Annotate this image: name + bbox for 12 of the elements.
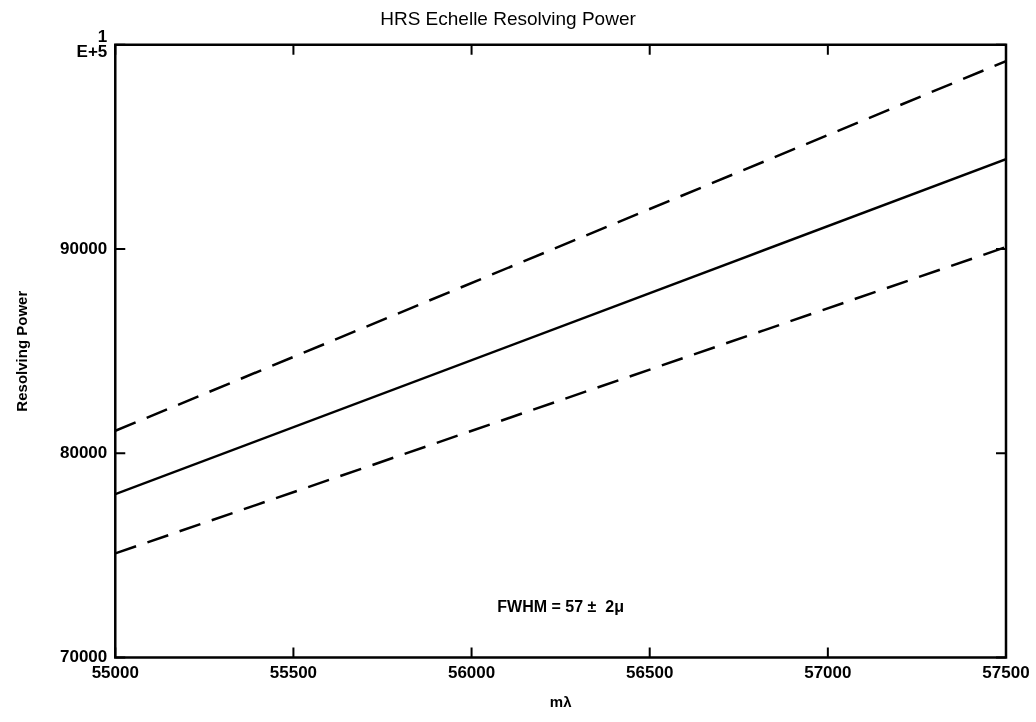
x-tick-label: 56000 [447, 663, 496, 683]
y-tick-label: 1 E+5 [76, 26, 108, 62]
x-tick-label: 57000 [804, 663, 852, 683]
x-tick-label: 57500 [982, 663, 1030, 683]
y-tick-label: 90000 [59, 238, 108, 258]
y-axis-title: Resolving Power [13, 290, 31, 412]
x-tick-label: 56500 [626, 663, 674, 683]
x-tick-label: 55500 [269, 663, 318, 683]
chart-title: HRS Echelle Resolving Power [380, 7, 637, 29]
y-tick-label: 80000 [59, 443, 108, 463]
annotation: FWHM = 57 ± 2μ [497, 598, 624, 616]
x-axis-title: mλ [549, 693, 573, 711]
